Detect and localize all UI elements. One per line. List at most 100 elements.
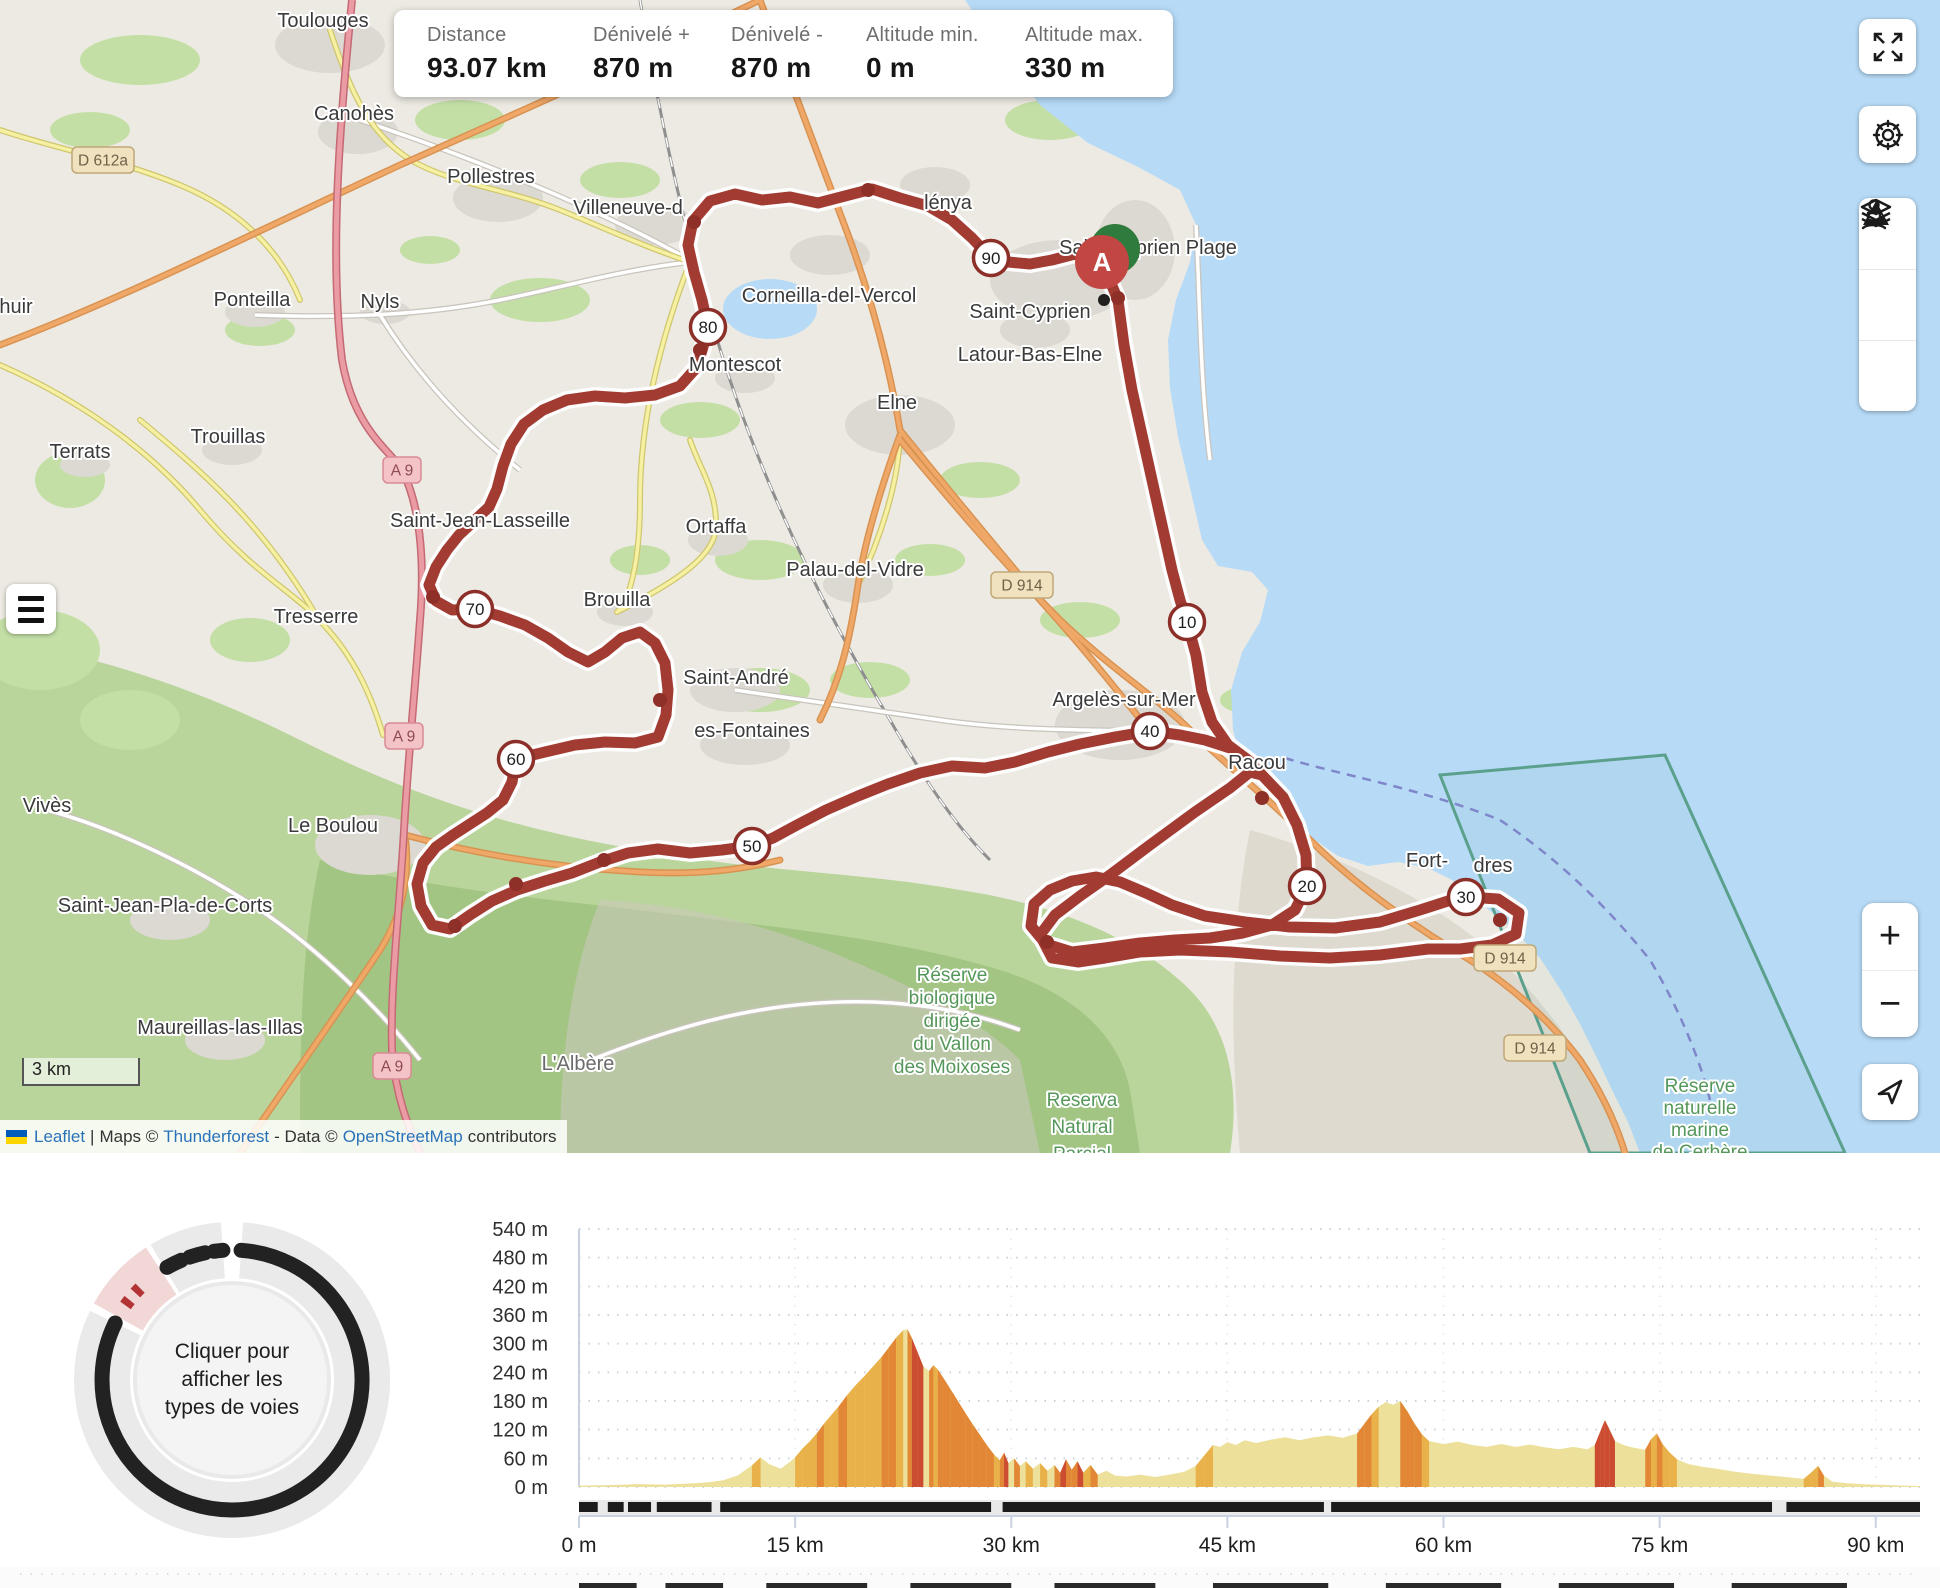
- svg-text:10: 10: [1178, 613, 1197, 632]
- stat-label: Distance: [427, 24, 507, 46]
- route-path[interactable]: [1025, 256, 1525, 968]
- navigate-icon: [1877, 1079, 1903, 1105]
- stat-altitude-max-: Altitude max. 330 m: [1025, 24, 1143, 84]
- route-waypoint-blob: [1255, 791, 1269, 805]
- route-waypoint-blob: [861, 183, 875, 197]
- route-waypoint-blob: [1040, 935, 1054, 949]
- stat-label: Altitude max.: [1025, 24, 1144, 46]
- route-km-marker: 20: [1287, 866, 1327, 906]
- elevation-panel: 540 m 480 m 420 m 360 m 300 m 240 m 180 m 120 m…: [0, 1153, 1940, 1588]
- map-area-label: Réserve: [917, 965, 988, 986]
- leaflet-link[interactable]: Leaflet: [34, 1126, 86, 1146]
- fullscreen-icon: [1873, 32, 1902, 61]
- menu-button[interactable]: [6, 584, 56, 634]
- map-area-label: dirigée: [923, 1011, 980, 1032]
- start-marker: A: [1075, 224, 1140, 306]
- map-town-label: Saint-Jean-Lasseille: [390, 510, 570, 532]
- streetview-button[interactable]: [1859, 199, 1916, 411]
- map-scale-bar: 3 km: [22, 1058, 140, 1086]
- route-km-marker: 40: [1130, 711, 1170, 751]
- thunderforest-link[interactable]: Thunderforest: [163, 1126, 270, 1146]
- elevation-y-tick-label: 420 m: [492, 1276, 548, 1298]
- stat-distance: Distance 93.07 km: [427, 24, 547, 84]
- attribution-separator: |: [90, 1126, 95, 1146]
- donut-solid-arc: [94, 1242, 370, 1518]
- elevation-x-tick-label: 75 km: [1631, 1534, 1688, 1557]
- map-town-label: Saint-Jean-Pla-de-Corts: [58, 895, 273, 917]
- svg-text:D 914: D 914: [1514, 1041, 1556, 1058]
- stat-label: Dénivelé +: [593, 24, 691, 46]
- attribution-data: - Data ©: [274, 1126, 338, 1146]
- elevation-y-tick-label: 60 m: [504, 1448, 548, 1470]
- zoom-out-button[interactable]: −: [1862, 970, 1918, 1037]
- map-town-label: Racou: [1228, 752, 1286, 774]
- route-waypoint-blob: [597, 853, 611, 867]
- map-town-label: Palau-del-Vidre: [786, 559, 924, 581]
- map-town-label: Vivès: [23, 795, 72, 817]
- map-base[interactable]: D 612a A 9 A 9 A 9 D 914 D 914 D 914 Toulouges…: [0, 0, 1940, 1153]
- coastal-rock: [1233, 830, 1625, 1153]
- openstreetmap-link[interactable]: OpenStreetMap: [342, 1126, 463, 1146]
- map-town-label: Terrats: [49, 441, 110, 463]
- stat-altitude-min-: Altitude min. 0 m: [866, 24, 979, 84]
- elevation-x-tick-label: 60 km: [1415, 1534, 1472, 1557]
- attribution-contributors: contributors: [467, 1126, 557, 1146]
- svg-text:A: A: [1093, 247, 1112, 277]
- map-layers-control: [1859, 198, 1916, 411]
- settings-button[interactable]: [1859, 106, 1916, 163]
- map-town-label: Nyls: [361, 291, 400, 313]
- yellow-roads: [0, 28, 902, 737]
- svg-text:A 9: A 9: [391, 463, 413, 480]
- attribution-maps: Maps ©: [99, 1126, 159, 1146]
- sea: [965, 0, 1940, 1153]
- map-area-label: Réserve: [1665, 1076, 1736, 1097]
- gear-icon: [1872, 119, 1903, 150]
- map-canvas[interactable]: D 612a A 9 A 9 A 9 D 914 D 914 D 914 Toulouges…: [0, 0, 1940, 1153]
- elevation-x-axis: 0 m 15 km 30 km 45 km 60 km 75 km 90 km: [561, 1515, 1920, 1557]
- road-badge: D 914: [990, 571, 1054, 599]
- svg-text:A 9: A 9: [393, 729, 415, 746]
- map-town-label: Maureillas-las-Illas: [137, 1017, 303, 1039]
- map-town-label: Toulouges: [277, 10, 368, 32]
- motorway-badge: A 9: [372, 1052, 412, 1080]
- map-area-label: biologique: [909, 988, 996, 1009]
- svg-text:50: 50: [743, 837, 762, 856]
- elevation-y-tick-label: 540 m: [492, 1219, 548, 1241]
- stat-d-nivel-: Dénivelé - 870 m: [731, 24, 823, 84]
- map-town-label: Ponteilla: [214, 289, 292, 311]
- route-waypoint-blob: [509, 877, 523, 891]
- locate-button[interactable]: [1862, 1064, 1918, 1120]
- map-town-label: Latour-Bas-Elne: [958, 344, 1103, 366]
- stat-value: 330 m: [1025, 52, 1106, 83]
- stat-d-nivel-: Dénivelé + 870 m: [593, 24, 690, 84]
- menu-icon: [18, 595, 44, 601]
- elevation-y-tick-label: 0 m: [515, 1477, 548, 1499]
- elevation-profile[interactable]: [579, 1229, 1920, 1487]
- zoom-control: + −: [1862, 903, 1918, 1037]
- fullscreen-button[interactable]: [1859, 19, 1916, 74]
- map-town-label: L'Albère: [542, 1053, 615, 1075]
- zoom-in-button[interactable]: +: [1878, 915, 1902, 957]
- railway: [638, 0, 992, 862]
- mountain-rock: [560, 900, 1040, 1153]
- a9-motorway: [333, 0, 425, 1153]
- svg-text:A 9: A 9: [381, 1059, 403, 1076]
- map-town-label: Fort-: [1406, 850, 1448, 872]
- elevation-x-tick-label: 15 km: [767, 1534, 824, 1557]
- svg-text:80: 80: [699, 318, 718, 337]
- route-km-marker: 10: [1167, 602, 1207, 642]
- map-area-label: Parcial: [1053, 1144, 1111, 1153]
- map-town-label: dres: [1474, 855, 1513, 877]
- route-waypoint-blob: [1111, 291, 1125, 305]
- surface-type-bar[interactable]: [579, 1500, 1920, 1515]
- route-km-marker: 70: [455, 589, 495, 629]
- route-km-marker: 50: [732, 826, 772, 866]
- stat-value: 93.07 km: [427, 52, 547, 83]
- pegman-icon: [1861, 199, 1887, 230]
- route-km-marker: 80: [688, 307, 728, 347]
- elevation-y-tick-label: 240 m: [492, 1362, 548, 1384]
- stat-label: Dénivelé -: [731, 24, 824, 46]
- road-types-donut[interactable]: Cliquer pour afficher les types de voies: [74, 1222, 390, 1538]
- relief-button[interactable]: [1859, 201, 1916, 340]
- elevation-y-tick-label: 300 m: [492, 1334, 548, 1356]
